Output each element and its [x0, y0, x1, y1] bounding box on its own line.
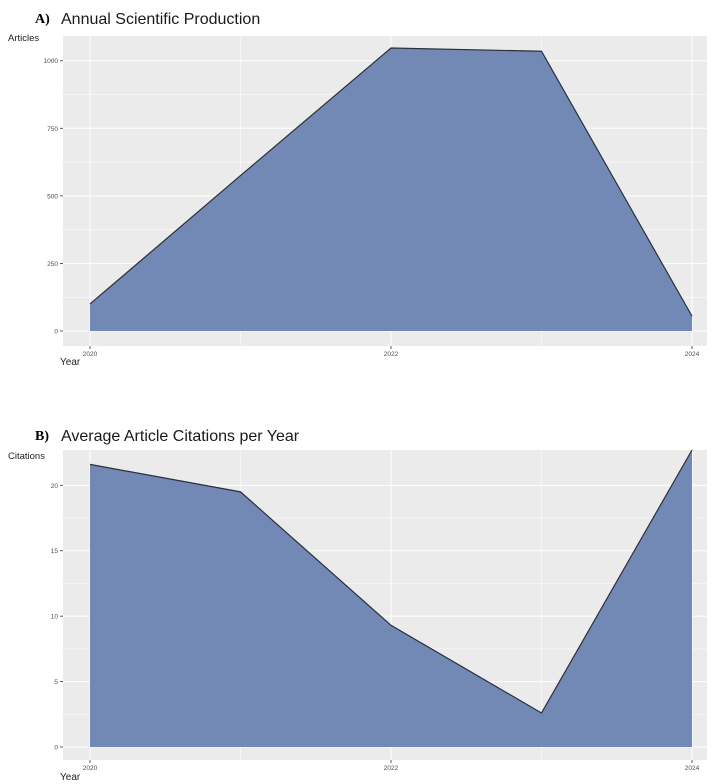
y-tick-label: 250	[47, 261, 58, 268]
y-tick-label: 5	[54, 679, 58, 686]
x-tick-label: 2020	[83, 351, 98, 358]
x-tick-label: 2022	[384, 765, 399, 772]
x-tick-label: 2022	[384, 351, 399, 358]
y-tick-label: 20	[51, 483, 59, 490]
chart-panel-b: B) Average Article Citations per Year Ci…	[0, 420, 718, 784]
area-fill	[90, 450, 692, 747]
panel-letter-b: B)	[35, 429, 49, 444]
y-tick-label: 10	[51, 614, 59, 621]
y-tick-label: 0	[54, 329, 58, 336]
y-axis-label-a: Articles	[8, 33, 40, 44]
panel-letter-a: A)	[35, 12, 50, 27]
chart-title-a: Annual Scientific Production	[61, 11, 261, 28]
chart-a-svg: 0 250 500 750 1000 2020 2022 2024	[44, 36, 707, 358]
x-tick-label: 2020	[83, 765, 98, 772]
x-axis-label-a: Year	[60, 357, 81, 368]
y-tick-label: 500	[47, 193, 58, 200]
y-tick-label: 0	[54, 745, 58, 752]
x-axis-label-b: Year	[60, 772, 81, 783]
chart-panel-a: A) Annual Scientific Production Articles…	[0, 0, 718, 380]
x-tick-label: 2024	[685, 765, 700, 772]
area-fill	[90, 48, 692, 331]
y-tick-label: 1000	[44, 58, 59, 65]
y-tick-label: 750	[47, 126, 58, 133]
chart-title-b: Average Article Citations per Year	[61, 428, 300, 445]
x-tick-label: 2024	[685, 351, 700, 358]
y-tick-label: 15	[51, 548, 59, 555]
y-axis-label-b: Citations	[8, 451, 45, 462]
